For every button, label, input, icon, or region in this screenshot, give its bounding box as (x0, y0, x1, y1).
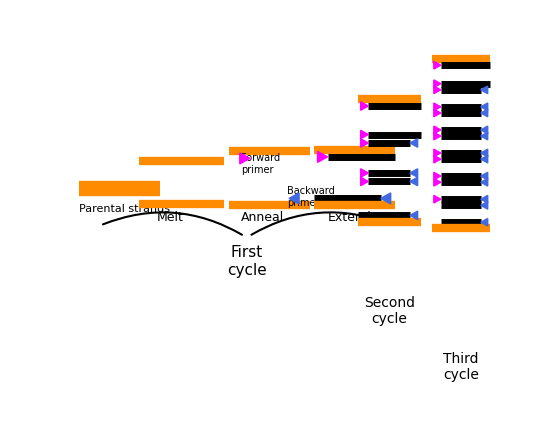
Polygon shape (481, 86, 488, 94)
Polygon shape (360, 130, 368, 139)
Polygon shape (360, 102, 368, 110)
Polygon shape (289, 193, 299, 204)
Polygon shape (318, 152, 328, 162)
Polygon shape (360, 169, 368, 177)
Polygon shape (434, 149, 441, 157)
Polygon shape (481, 103, 488, 110)
Polygon shape (434, 178, 441, 186)
Polygon shape (481, 155, 488, 163)
Polygon shape (434, 196, 441, 203)
Text: Melt: Melt (156, 211, 183, 224)
Text: Anneal: Anneal (240, 211, 283, 224)
Polygon shape (481, 172, 488, 180)
Polygon shape (481, 126, 488, 134)
Polygon shape (360, 177, 368, 186)
Polygon shape (481, 218, 488, 226)
Text: Parental strands: Parental strands (79, 204, 170, 214)
Polygon shape (360, 139, 368, 147)
Polygon shape (434, 155, 441, 163)
Polygon shape (481, 132, 488, 140)
Polygon shape (434, 103, 441, 110)
Polygon shape (481, 178, 488, 186)
Text: Second
cycle: Second cycle (364, 296, 415, 327)
Polygon shape (434, 132, 441, 140)
Polygon shape (434, 109, 441, 117)
Polygon shape (240, 153, 250, 164)
Polygon shape (410, 139, 417, 147)
Text: Backward
primer: Backward primer (287, 186, 334, 208)
Text: Extend: Extend (328, 211, 372, 224)
Polygon shape (481, 202, 488, 209)
Polygon shape (481, 149, 488, 157)
Polygon shape (410, 177, 417, 186)
Text: First
cycle: First cycle (227, 245, 267, 278)
Polygon shape (434, 61, 441, 69)
Polygon shape (434, 126, 441, 134)
Polygon shape (434, 172, 441, 180)
Polygon shape (381, 193, 391, 204)
Polygon shape (481, 109, 488, 117)
Polygon shape (410, 211, 417, 220)
Polygon shape (410, 169, 417, 177)
Polygon shape (434, 80, 441, 87)
Text: Forward
primer: Forward primer (241, 153, 281, 175)
Polygon shape (481, 196, 488, 203)
Polygon shape (434, 86, 441, 94)
Text: Third
cycle: Third cycle (443, 352, 479, 382)
